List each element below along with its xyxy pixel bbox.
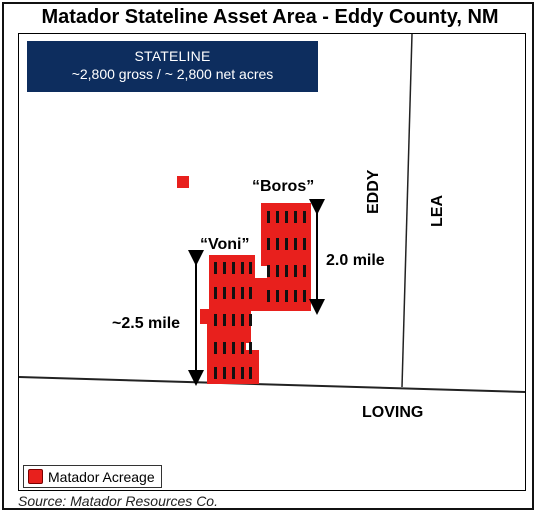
voni-well-pattern xyxy=(214,262,252,379)
well-mark xyxy=(232,262,235,274)
asset-name: STATELINE xyxy=(134,48,211,64)
well-mark xyxy=(214,287,217,299)
well-mark xyxy=(267,265,270,277)
well-mark xyxy=(232,342,235,354)
well-mark xyxy=(285,238,288,250)
boros-label: “Boros” xyxy=(252,178,315,195)
well-mark xyxy=(241,287,244,299)
legend-label: Matador Acreage xyxy=(48,468,155,485)
well-mark xyxy=(303,290,306,302)
state-line-boundary xyxy=(19,376,525,393)
well-mark xyxy=(267,290,270,302)
map-area: STATELINE ~2,800 gross / ~ 2,800 net acr… xyxy=(18,33,526,491)
loving-county-label: LOVING xyxy=(362,404,424,421)
acreage-parcel xyxy=(177,176,189,188)
legend-swatch xyxy=(28,469,43,484)
asset-acreage: ~2,800 gross / ~ 2,800 net acres xyxy=(71,66,274,82)
well-mark xyxy=(223,287,226,299)
well-mark xyxy=(241,262,244,274)
boros-length-label: 2.0 mile xyxy=(326,252,385,269)
figure-frame xyxy=(2,2,534,510)
well-mark xyxy=(249,287,252,299)
well-mark xyxy=(267,211,270,223)
well-mark xyxy=(303,211,306,223)
well-mark xyxy=(241,342,244,354)
boros-acreage xyxy=(255,203,311,311)
well-mark xyxy=(232,287,235,299)
eddy-lea-boundary-line xyxy=(401,34,413,388)
voni-acreage xyxy=(200,255,259,384)
well-mark xyxy=(249,342,252,354)
well-mark xyxy=(285,211,288,223)
well-mark xyxy=(294,211,297,223)
well-mark xyxy=(294,265,297,277)
well-mark xyxy=(303,265,306,277)
well-mark xyxy=(285,290,288,302)
voni-length-label: ~2.5 mile xyxy=(112,315,181,332)
map-graphic xyxy=(19,34,525,393)
eddy-county-label: EDDY xyxy=(365,169,382,214)
well-mark xyxy=(249,367,252,379)
well-mark xyxy=(223,367,226,379)
source-note: Source: Matador Resources Co. xyxy=(18,493,218,509)
lea-county-label: LEA xyxy=(429,195,446,227)
well-mark xyxy=(223,262,226,274)
well-mark xyxy=(223,314,226,326)
well-mark xyxy=(232,367,235,379)
well-mark xyxy=(276,211,279,223)
legend: Matador Acreage xyxy=(23,465,162,488)
well-mark xyxy=(214,262,217,274)
well-mark xyxy=(285,265,288,277)
well-mark xyxy=(276,265,279,277)
well-mark xyxy=(294,290,297,302)
well-mark xyxy=(232,314,235,326)
well-mark xyxy=(303,238,306,250)
well-mark xyxy=(241,367,244,379)
well-mark xyxy=(241,314,244,326)
well-mark xyxy=(223,342,226,354)
well-mark xyxy=(276,290,279,302)
well-mark xyxy=(249,314,252,326)
well-mark xyxy=(214,314,217,326)
well-mark xyxy=(294,238,297,250)
well-mark xyxy=(249,262,252,274)
well-mark xyxy=(267,238,270,250)
well-mark xyxy=(276,238,279,250)
well-mark xyxy=(214,342,217,354)
asset-info-box: STATELINE ~2,800 gross / ~ 2,800 net acr… xyxy=(27,41,318,92)
voni-label: “Voni” xyxy=(200,236,250,253)
well-mark xyxy=(214,367,217,379)
boros-well-pattern xyxy=(267,211,306,302)
map-title: Matador Stateline Asset Area - Eddy Coun… xyxy=(41,6,499,28)
